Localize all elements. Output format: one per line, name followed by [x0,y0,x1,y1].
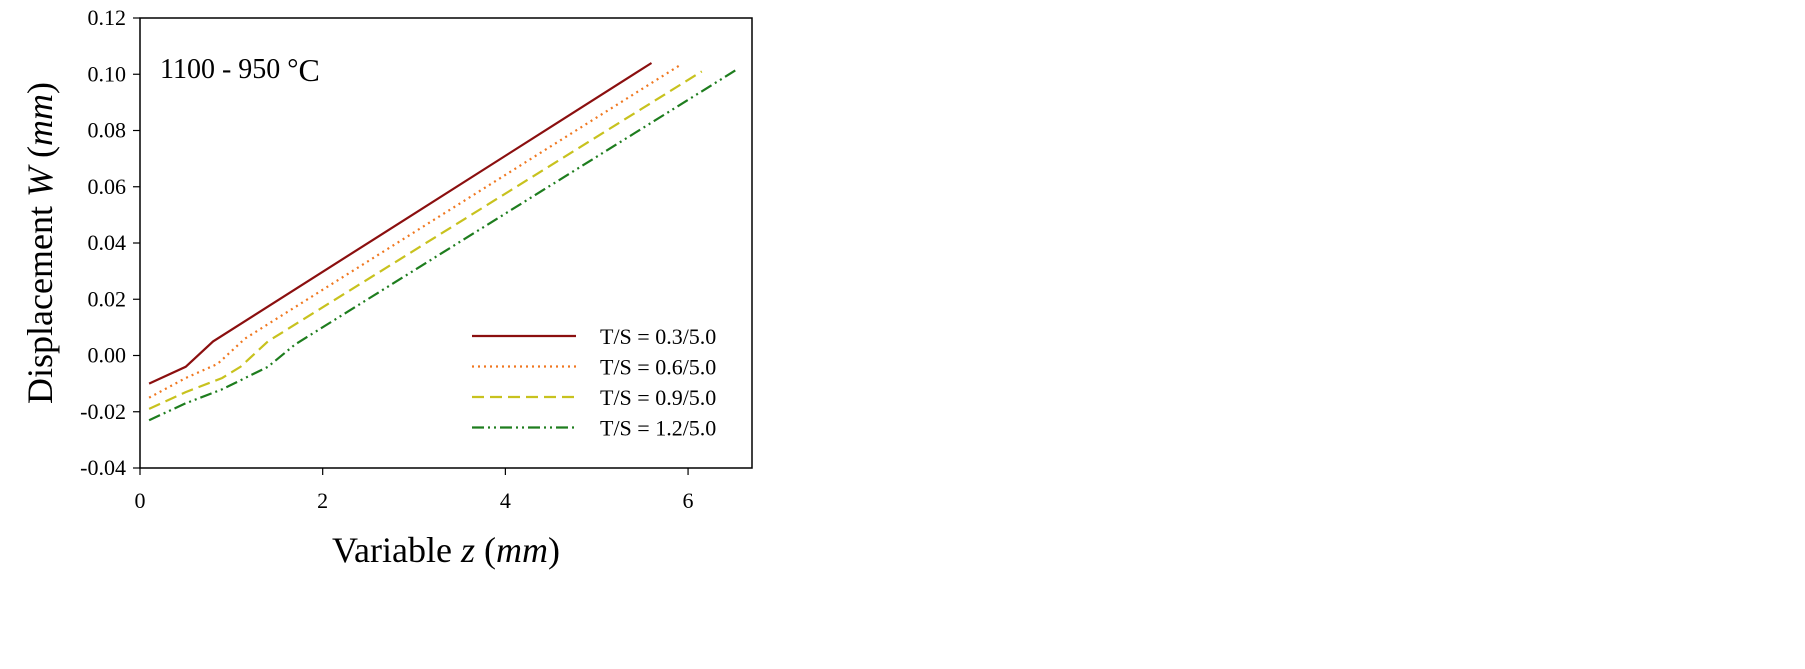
y-tick-label: 0.04 [88,230,127,255]
x-tick-label: 0 [135,488,146,513]
y-tick-label: 0.02 [88,286,127,311]
legend-label-1: T/S = 0.3/5.0 [600,324,716,349]
x-tick-label: 6 [683,488,694,513]
x-axis-ticks: 0 2 4 6 [135,468,694,513]
y-tick-label: 0.00 [88,343,127,368]
y-tick-label: -0.04 [80,455,126,480]
legend-label-2: T/S = 0.6/5.0 [600,355,716,380]
legend-label-4: T/S = 1.2/5.0 [600,416,716,441]
legend-label-3: T/S = 0.9/5.0 [600,385,716,410]
y-axis-title: Displacement W (mm) [20,82,60,404]
x-tick-label: 2 [317,488,328,513]
y-tick-label: 0.06 [88,174,127,199]
y-tick-label: 0.12 [88,5,127,30]
x-tick-label: 4 [500,488,511,513]
chart-annotation: 1100 - 950 °C [160,52,320,88]
y-tick-label: -0.02 [80,399,126,424]
series-line-3 [148,70,703,410]
series-line-1 [148,62,653,385]
y-axis-ticks: -0.04 -0.02 0.00 0.02 0.04 0.06 0.08 0.10 0.12 [80,5,140,480]
series-line-4 [148,67,739,422]
x-axis-title: Variable z (mm) [332,530,560,570]
y-tick-label: 0.08 [88,118,127,143]
series-lines [148,62,739,422]
y-tick-label: 0.10 [88,61,127,86]
legend: T/S = 0.3/5.0 T/S = 0.6/5.0 T/S = 0.9/5.0 T… [472,324,716,441]
